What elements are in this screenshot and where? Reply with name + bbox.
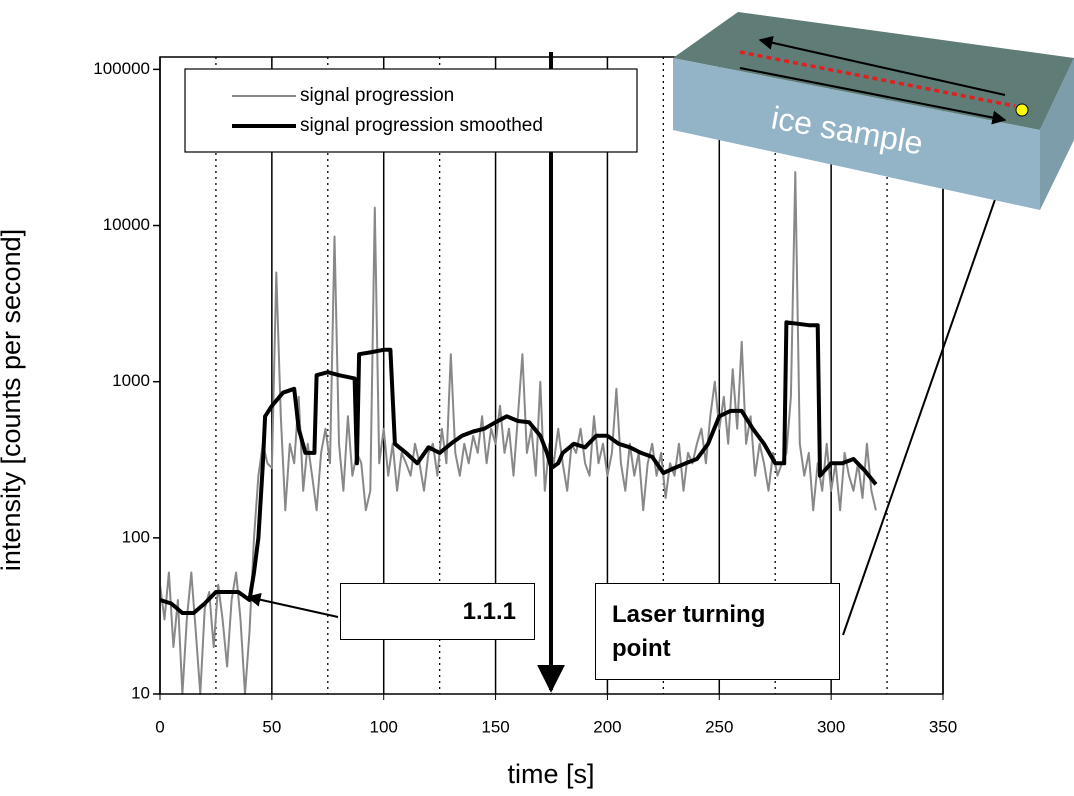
x-tick-label: 100 <box>370 717 398 736</box>
x-tick-label: 300 <box>817 717 845 736</box>
y-tick-label: 1000 <box>112 371 150 390</box>
series-line <box>159 171 877 695</box>
series-line <box>159 320 878 615</box>
lines <box>159 171 878 695</box>
x-tick-label: 350 <box>929 717 957 736</box>
legend-label: signal progression smoothed <box>300 115 543 136</box>
inset: ice sample <box>673 12 1074 210</box>
inset-arrow <box>739 67 1007 125</box>
legend: signal progression signal progression smo… <box>232 85 543 136</box>
annotation-box: 1.1.1 <box>340 583 535 640</box>
x-tick-label: 0 <box>155 717 164 736</box>
inset-side <box>1040 58 1074 210</box>
x-tick-label: 200 <box>593 717 621 736</box>
y-tick-label: 10 <box>131 683 150 702</box>
turning-point <box>1015 103 1029 117</box>
inset-front <box>673 58 1040 210</box>
legend-box <box>184 68 638 153</box>
inset-arrow <box>758 35 1006 96</box>
legend-label: signal progression <box>300 85 454 106</box>
annotation-box: Laser turning point <box>595 583 840 680</box>
y-axis-label: intensity [counts per second] <box>0 229 26 571</box>
laser-path <box>739 50 1016 108</box>
y-tick-label: 100000 <box>93 59 150 78</box>
annotation-arrow <box>246 592 339 618</box>
x-axis-label: time [s] <box>507 759 594 789</box>
x-tick-label: 50 <box>262 717 281 736</box>
y-tick-label: 10000 <box>103 215 150 234</box>
annotation: 1.1.1 <box>462 598 516 625</box>
annotation-arrow <box>842 126 1023 636</box>
annotation: Laser turning point <box>612 601 766 662</box>
x-tick-label: 150 <box>481 717 509 736</box>
y-tick-label: 100 <box>122 527 150 546</box>
x-tick-label: 250 <box>705 717 733 736</box>
